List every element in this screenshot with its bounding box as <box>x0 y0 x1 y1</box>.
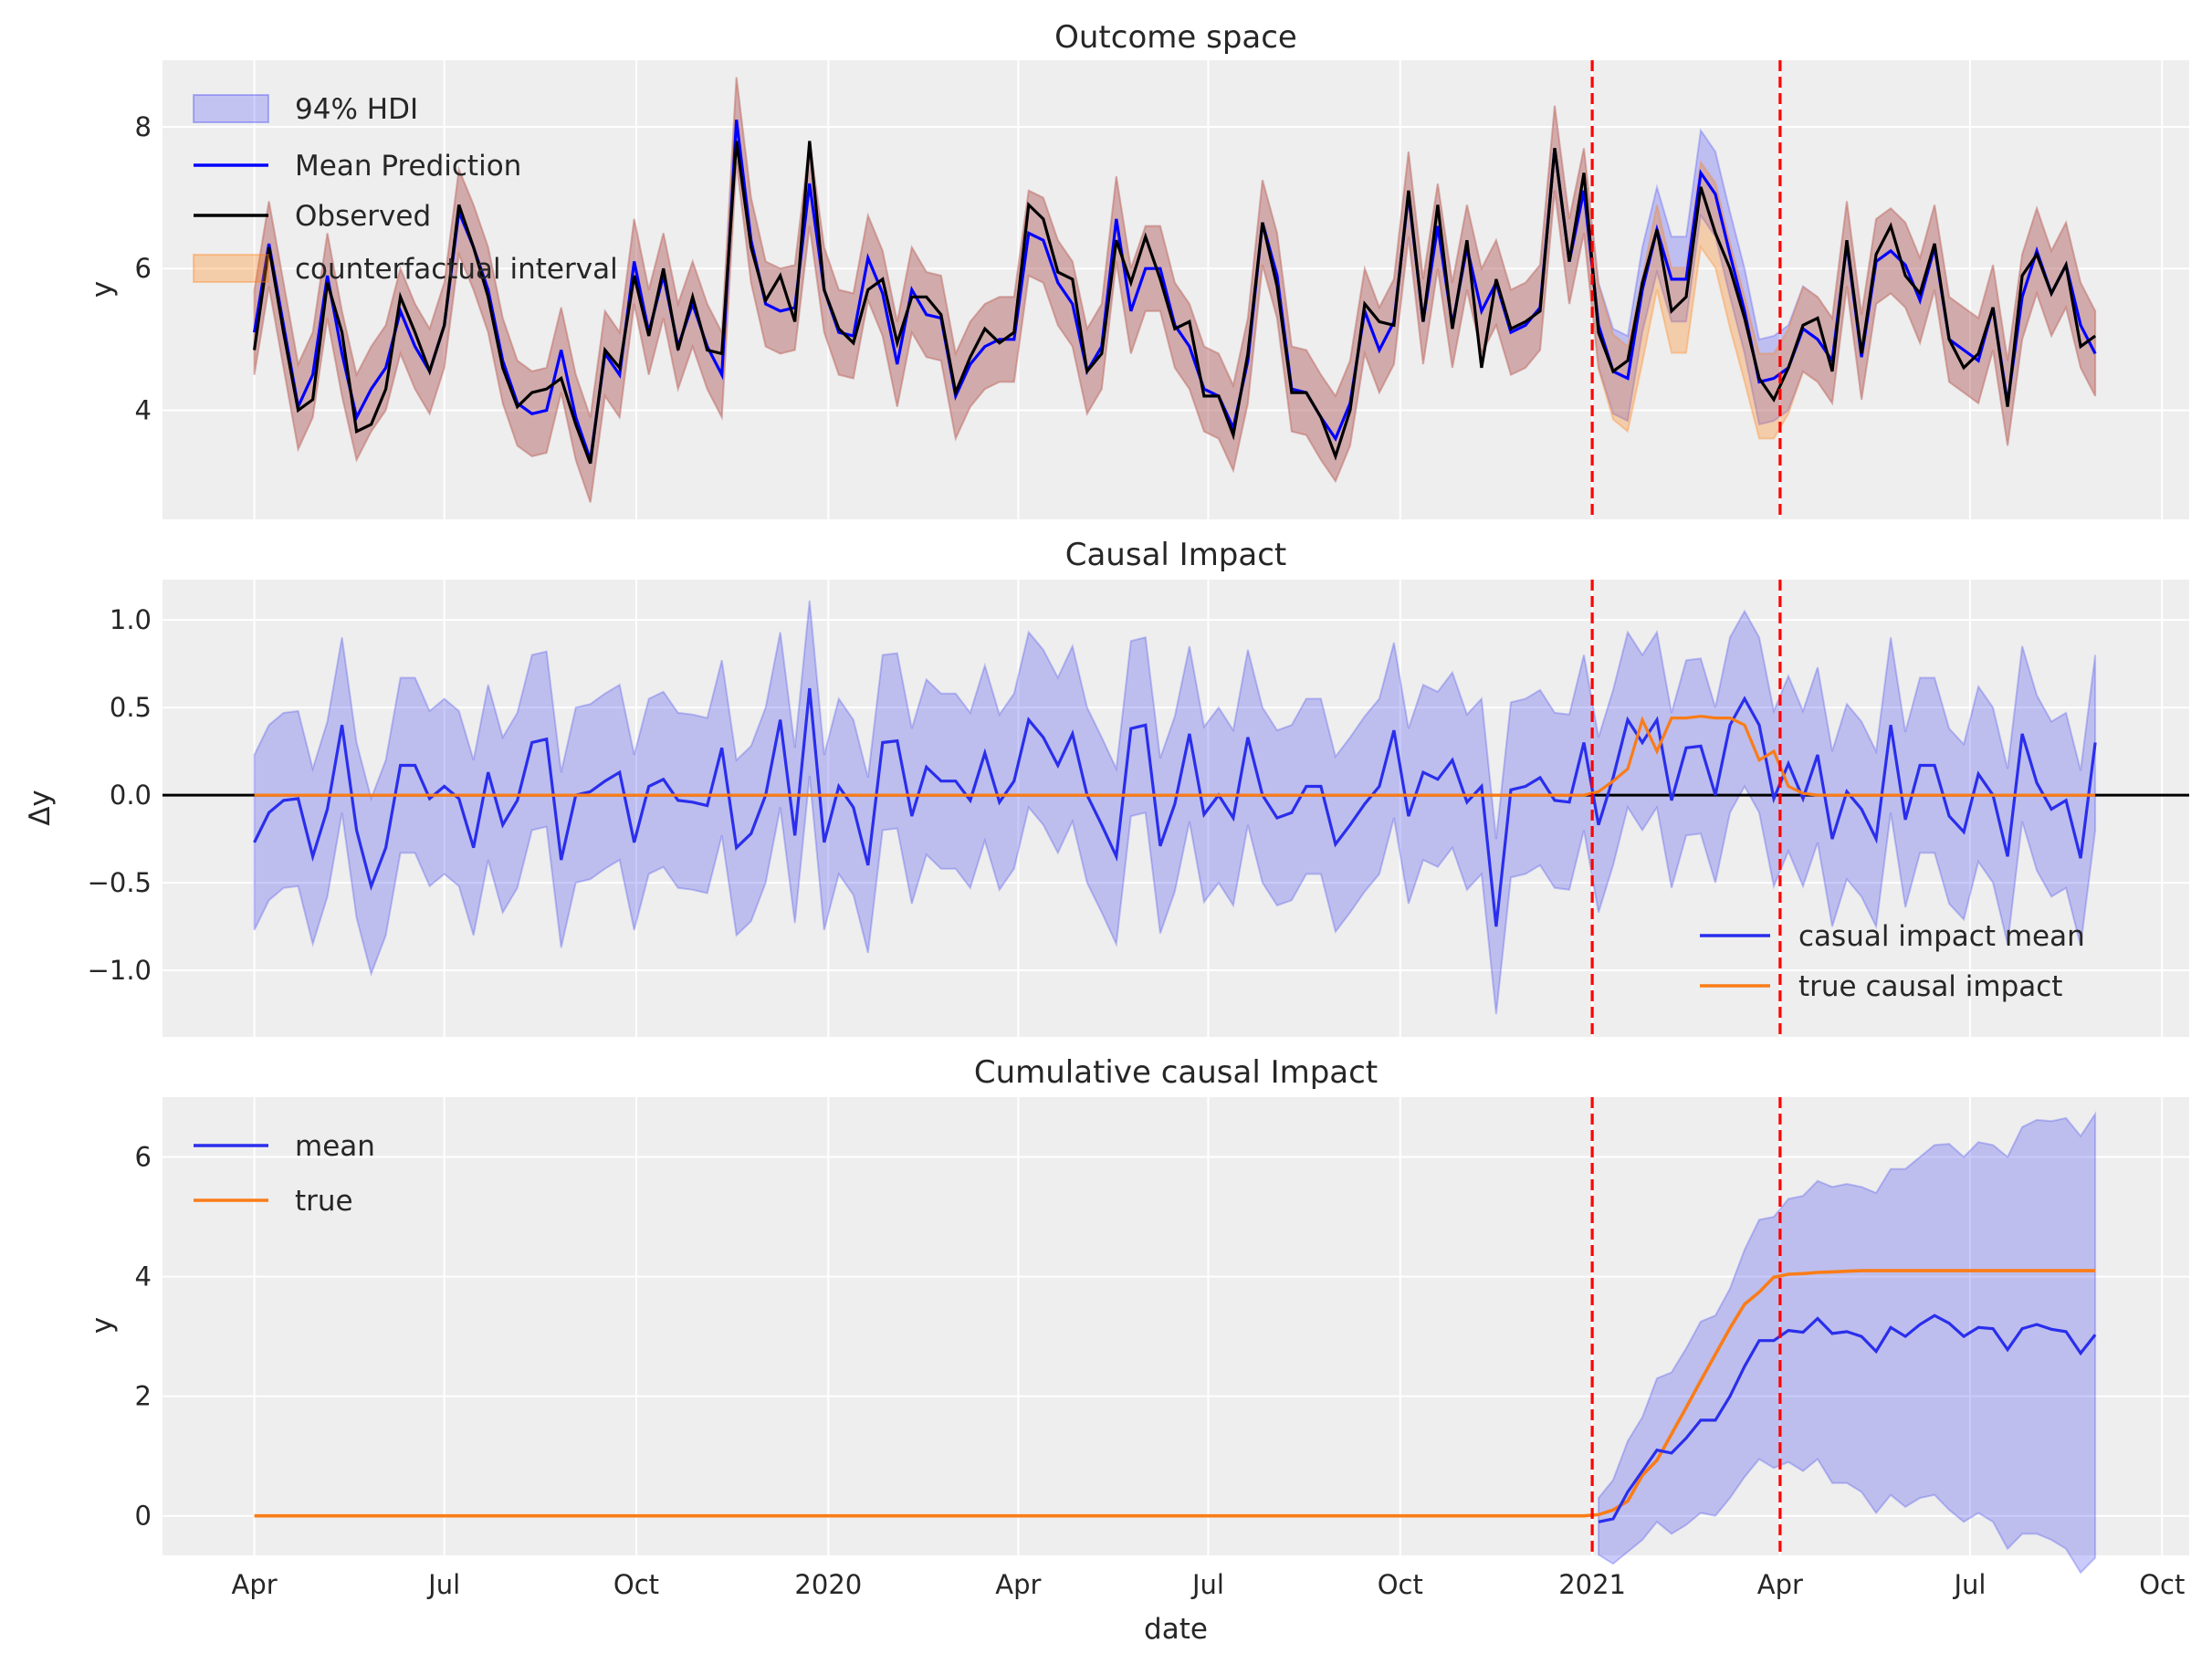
axes-backgrounds <box>162 60 2189 1555</box>
legend-label-observed: Observed <box>295 200 431 233</box>
legend-label-mean-prediction: Mean Prediction <box>295 150 521 183</box>
legend-causal-impact: casual impact mean true causal impact <box>1700 920 2085 1003</box>
y-tick-label: 2 <box>135 1381 152 1412</box>
legend-swatch-hdi <box>193 94 269 123</box>
legend-label-cumulative-true: true <box>295 1185 353 1218</box>
hdi-band <box>253 77 2097 503</box>
legend-label-counterfactual: counterfactual interval <box>295 253 618 286</box>
y-tick-label: 4 <box>135 394 152 425</box>
panel-title-outcome-space: Outcome space <box>1054 19 1297 56</box>
data-marks <box>162 60 2189 1575</box>
y-tick-label: 6 <box>135 1142 152 1173</box>
y-tick-label: 1.0 <box>110 604 152 635</box>
x-tick-label: Apr <box>995 1569 1041 1600</box>
y-tick-label: 8 <box>135 111 152 142</box>
y-tick-label: −0.5 <box>88 867 152 898</box>
axes-background <box>162 580 2189 1037</box>
panel-title-causal-impact: Causal Impact <box>1065 537 1287 573</box>
x-tick-label: Jul <box>426 1569 460 1600</box>
x-tick-label: Oct <box>2139 1569 2185 1600</box>
legend-label-impact-mean: casual impact mean <box>1798 920 2085 953</box>
legend-label-true-impact: true causal impact <box>1798 970 2062 1003</box>
legend-swatch-counterfactual <box>193 254 269 283</box>
y-tick-label: 0.0 <box>110 780 152 811</box>
counterfactual-band <box>253 77 2097 503</box>
x-axis-label: date <box>1144 1613 1208 1646</box>
x-tick-label: Apr <box>1757 1569 1803 1600</box>
true-impact-line <box>254 715 2096 797</box>
y-axis-label-causal: Δy <box>24 790 57 826</box>
y-axis-label-outcome: y <box>86 281 119 298</box>
legend-cumulative: mean true <box>194 1130 375 1218</box>
y-tick-label: 6 <box>135 253 152 284</box>
x-tick-label: Oct <box>613 1569 659 1600</box>
cumulative-hdi-band <box>1598 1110 2097 1575</box>
y-tick-label: 0.5 <box>110 692 152 723</box>
observed-line <box>253 141 2097 465</box>
impact-mean-line <box>253 687 2097 927</box>
x-tick-label: Jul <box>1952 1569 1986 1600</box>
y-tick-label: 4 <box>135 1261 152 1292</box>
x-tick-label: 2021 <box>1558 1569 1626 1600</box>
y-tick-label: −1.0 <box>88 955 152 986</box>
x-tick-label: 2020 <box>794 1569 862 1600</box>
y-tick-label: 0 <box>135 1501 152 1532</box>
axes-background <box>162 1097 2189 1555</box>
y-axis-label-cumulative: y <box>86 1317 119 1334</box>
legend-outcome-space: 94% HDI Mean Prediction Observed counter… <box>193 93 618 286</box>
cumulative-mean-line <box>1598 1313 2097 1523</box>
tick-labels: 4 6 8 −1.0 −0.5 0.0 0.5 1.0 Apr Jul Oct 2020 Apr Jul O… <box>88 111 2186 1600</box>
panel-title-cumulative-impact: Cumulative causal Impact <box>974 1054 1378 1091</box>
x-tick-label: Oct <box>1378 1569 1423 1600</box>
legend-label-cumulative-mean: mean <box>295 1130 375 1163</box>
legend-label-hdi: 94% HDI <box>295 93 418 126</box>
x-tick-label: Jul <box>1190 1569 1224 1600</box>
x-tick-label: Apr <box>232 1569 278 1600</box>
cumulative-true-line <box>254 1269 2096 1518</box>
